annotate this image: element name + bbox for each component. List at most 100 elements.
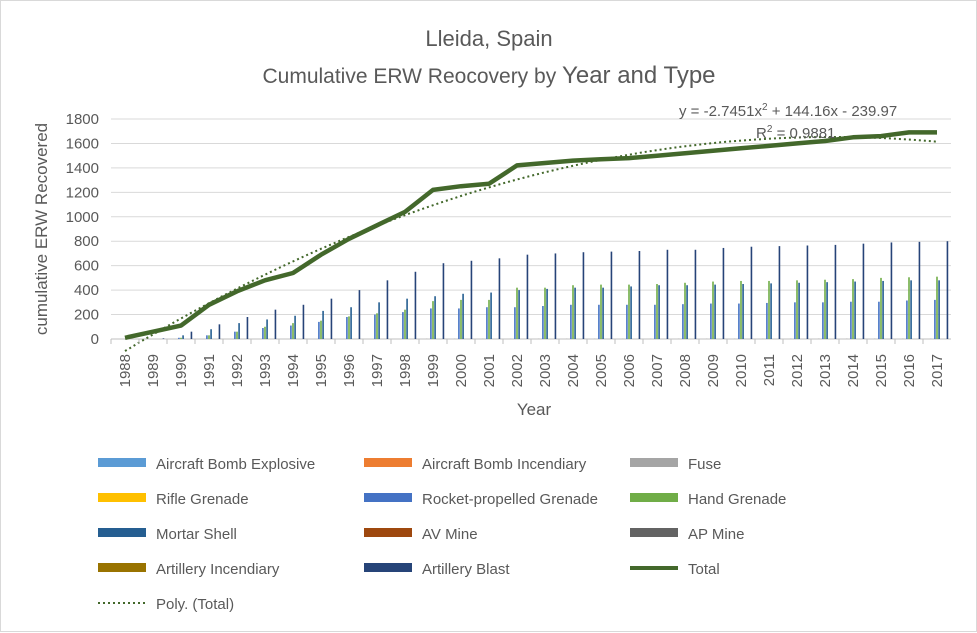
y-tick-label: 1000: [66, 209, 99, 226]
bar: [527, 255, 529, 339]
legend-label: Artillery Incendiary: [156, 561, 280, 578]
bar: [292, 323, 294, 339]
bar: [348, 316, 350, 339]
bar: [331, 299, 333, 339]
legend-label: Artillery Blast: [422, 561, 510, 578]
bar: [374, 315, 376, 339]
legend-swatch: [630, 458, 678, 467]
legend-label: Total: [688, 561, 720, 578]
bar: [770, 283, 772, 339]
y-tick-label: 0: [91, 331, 99, 348]
bar: [432, 301, 434, 339]
bar: [434, 296, 436, 339]
bar: [908, 277, 910, 339]
bar: [766, 303, 768, 339]
bar: [626, 305, 628, 339]
chart-subtitle: Cumulative ERW Reocovery by Year and Typ…: [262, 62, 715, 89]
bar: [318, 322, 320, 339]
legend-item: Fuse: [630, 456, 721, 473]
legend-item: Artillery Blast: [364, 561, 510, 578]
bar: [544, 288, 546, 339]
bar: [404, 310, 406, 339]
bar: [402, 312, 404, 339]
y-tick-label: 200: [74, 307, 99, 324]
x-tick-label: 2013: [817, 354, 834, 387]
x-tick-label: 2005: [593, 354, 610, 387]
bar: [574, 288, 576, 339]
bar: [656, 284, 658, 339]
bar: [516, 288, 518, 339]
bar: [751, 247, 753, 339]
x-tick-label: 2002: [509, 354, 526, 387]
x-tick-label: 2017: [929, 354, 946, 387]
x-tick-label: 1989: [145, 354, 162, 387]
bar: [936, 277, 938, 339]
bar: [796, 280, 798, 339]
bar: [863, 244, 865, 339]
bar: [639, 251, 641, 339]
x-axis-label: Year: [517, 400, 552, 419]
bar: [555, 253, 557, 339]
r2-lead: R: [756, 125, 767, 142]
legend-swatch: [364, 563, 412, 572]
legend-label: Hand Grenade: [688, 491, 786, 508]
legend-item: Rifle Grenade: [98, 491, 249, 508]
y-tick-label: 600: [74, 258, 99, 275]
x-tick-label: 1994: [285, 354, 302, 387]
bar: [471, 261, 473, 339]
bar: [938, 280, 940, 339]
legend-item: Mortar Shell: [98, 526, 237, 543]
bar: [262, 328, 264, 339]
bar: [600, 285, 602, 339]
bar: [850, 302, 852, 339]
x-tick-label: 2000: [453, 354, 470, 387]
bar: [378, 302, 380, 339]
bar: [906, 301, 908, 340]
x-tick-label: 2016: [901, 354, 918, 387]
chart-title: Lleida, Spain: [425, 26, 552, 51]
x-tick-label: 2014: [845, 354, 862, 387]
x-tick-label: 1996: [341, 354, 358, 387]
bar: [768, 281, 770, 339]
x-tick-label: 1988: [117, 354, 134, 387]
bar: [208, 335, 210, 339]
legend-label: AV Mine: [422, 526, 478, 543]
bar: [206, 335, 208, 339]
equation-tail: + 144.16x - 239.97: [768, 103, 898, 120]
legend-label: Rifle Grenade: [156, 491, 249, 508]
legend-item: Total: [630, 561, 720, 578]
bar: [630, 286, 632, 339]
bar: [266, 319, 268, 339]
x-tick-label: 1991: [201, 354, 218, 387]
bar: [852, 279, 854, 339]
bar: [518, 290, 520, 339]
bar: [163, 338, 165, 339]
bar: [723, 248, 725, 339]
chart-subtitle-emphasis: Year and Type: [562, 62, 715, 89]
legend-item: Rocket-propelled Grenade: [364, 491, 598, 508]
bar: [350, 307, 352, 339]
legend-swatch: [98, 528, 146, 537]
legend-label: Mortar Shell: [156, 526, 237, 543]
y-tick-label: 1200: [66, 184, 99, 201]
bar: [570, 305, 572, 339]
bar: [822, 302, 824, 339]
bar: [807, 246, 809, 340]
bar: [628, 285, 630, 339]
x-tick-label: 2004: [565, 354, 582, 387]
bar: [303, 305, 305, 339]
bar: [710, 304, 712, 339]
bar: [667, 250, 669, 339]
x-tick-label: 2012: [789, 354, 806, 387]
bar: [542, 306, 544, 339]
x-tick-label: 1992: [229, 354, 246, 387]
bar: [234, 332, 236, 339]
legend-swatch: [364, 458, 412, 467]
bar: [236, 332, 238, 339]
bar: [376, 313, 378, 339]
bar: [294, 316, 296, 339]
bar: [602, 288, 604, 339]
